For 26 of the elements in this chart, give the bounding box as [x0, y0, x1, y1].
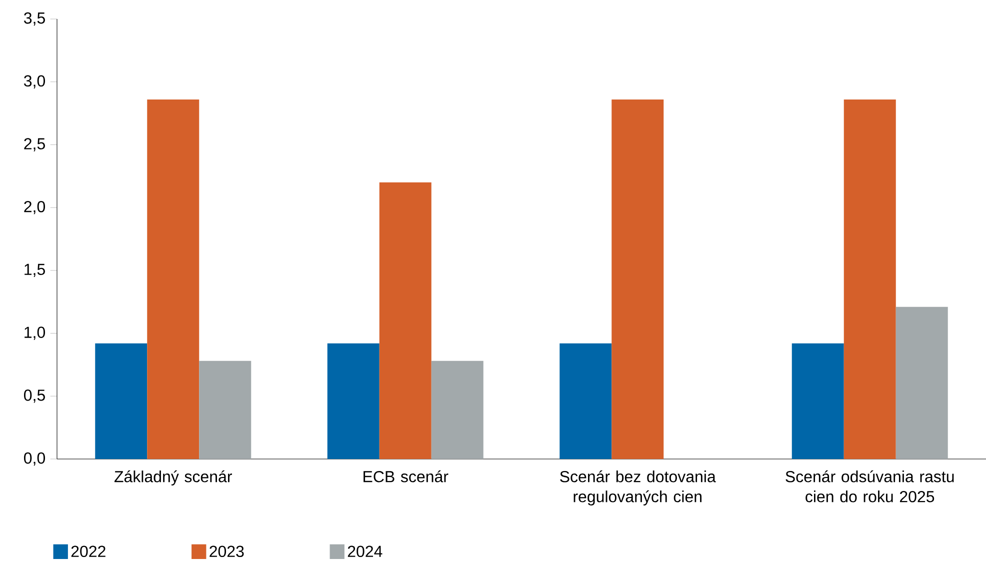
bar — [431, 360, 484, 459]
y-tick-label: 1,5 — [24, 264, 45, 277]
bar — [612, 99, 664, 459]
legend-label: 2024 — [348, 546, 382, 558]
legend-label: 2023 — [210, 546, 244, 558]
y-tick-label: 1,0 — [24, 326, 46, 340]
legend-label: 2022 — [71, 546, 106, 558]
x-tick-label: ECB scenár — [364, 470, 448, 482]
y-tick-label: 2,0 — [24, 200, 46, 214]
y-tick-label: 0,5 — [24, 390, 45, 403]
x-tick-label: Scenár bez dotovania regulovaných cien — [560, 470, 716, 506]
x-tick-label: Scenár odsúvania rastu cien do roku 2025 — [786, 470, 954, 502]
bar — [896, 306, 948, 459]
bar — [147, 99, 200, 459]
bar — [379, 182, 432, 459]
bar — [560, 343, 612, 459]
y-tick-label: 0,0 — [24, 452, 46, 466]
bar — [844, 99, 896, 459]
bar — [327, 343, 380, 459]
y-tick-label: 3,0 — [24, 75, 46, 88]
bar — [95, 343, 148, 459]
x-tick-label: Základný scenár — [114, 470, 232, 486]
y-tick-label: 2,5 — [24, 138, 45, 152]
bar — [792, 343, 844, 459]
y-tick-label: 3,5 — [24, 12, 45, 26]
bar — [199, 360, 252, 459]
